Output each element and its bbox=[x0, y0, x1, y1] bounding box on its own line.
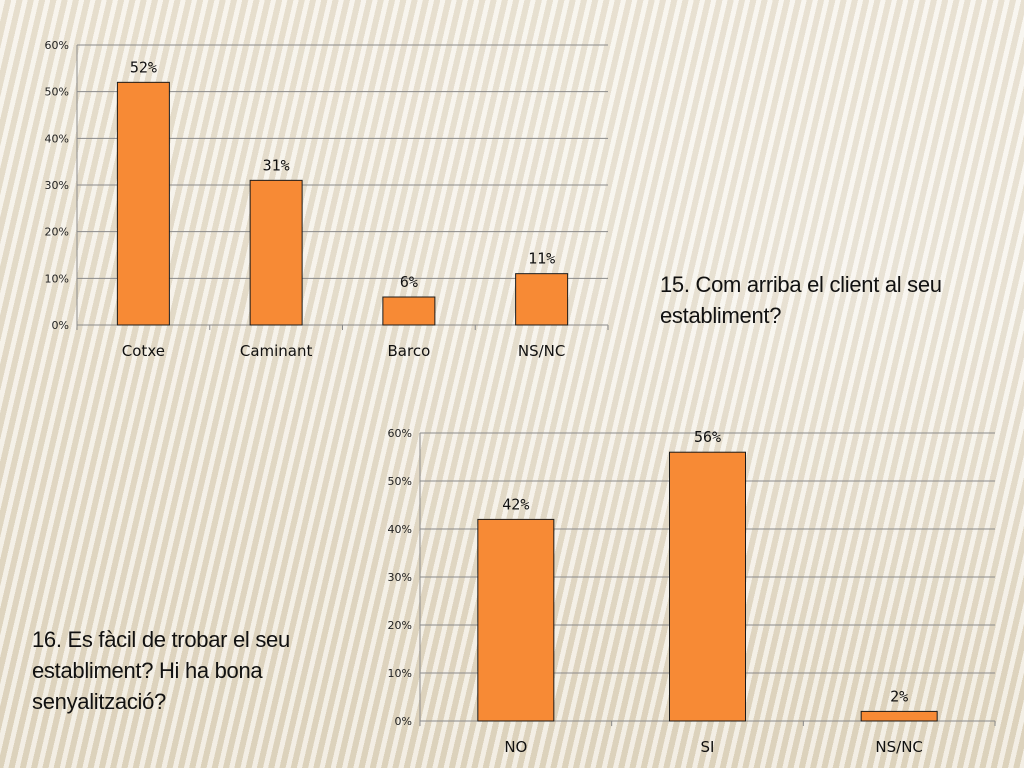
y-tick-label: 40% bbox=[388, 523, 412, 536]
data-label: 31% bbox=[263, 156, 290, 174]
category-label: SI bbox=[701, 738, 715, 756]
y-tick-label: 0% bbox=[52, 319, 69, 332]
category-label: Barco bbox=[388, 342, 431, 360]
bar bbox=[249, 179, 303, 326]
bar bbox=[116, 81, 170, 326]
y-tick-label: 10% bbox=[45, 272, 69, 285]
category-label: NS/NC bbox=[875, 738, 923, 756]
caption-q16: 16. Es fàcil de trobar el seu establimen… bbox=[32, 627, 290, 714]
bar bbox=[515, 273, 569, 326]
category-label: NO bbox=[504, 738, 527, 756]
data-label: 42% bbox=[502, 495, 529, 513]
data-label: 52% bbox=[130, 58, 157, 76]
data-label: 6% bbox=[400, 273, 418, 291]
category-label: Cotxe bbox=[122, 342, 165, 360]
y-tick-label: 50% bbox=[388, 475, 412, 488]
bar bbox=[382, 296, 436, 326]
y-tick-label: 30% bbox=[45, 179, 69, 192]
y-tick-label: 0% bbox=[395, 715, 412, 728]
category-label: NS/NC bbox=[518, 342, 566, 360]
bar bbox=[669, 451, 746, 722]
y-tick-label: 30% bbox=[388, 571, 412, 584]
category-label: Caminant bbox=[240, 342, 313, 360]
y-tick-label: 20% bbox=[388, 619, 412, 632]
bar bbox=[860, 710, 938, 722]
data-label: 56% bbox=[694, 428, 721, 446]
y-tick-label: 60% bbox=[45, 39, 69, 52]
bar bbox=[477, 518, 555, 722]
y-tick-label: 20% bbox=[45, 226, 69, 239]
y-tick-label: 60% bbox=[388, 427, 412, 440]
data-label: 2% bbox=[890, 687, 908, 705]
y-tick-label: 40% bbox=[45, 132, 69, 145]
y-tick-label: 10% bbox=[388, 667, 412, 680]
data-label: 11% bbox=[528, 250, 555, 268]
y-tick-label: 50% bbox=[45, 86, 69, 99]
caption-q15: 15. Com arriba el client al seu establim… bbox=[660, 272, 942, 328]
